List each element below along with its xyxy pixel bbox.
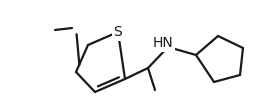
- Text: S: S: [114, 25, 122, 39]
- Text: HN: HN: [153, 36, 173, 50]
